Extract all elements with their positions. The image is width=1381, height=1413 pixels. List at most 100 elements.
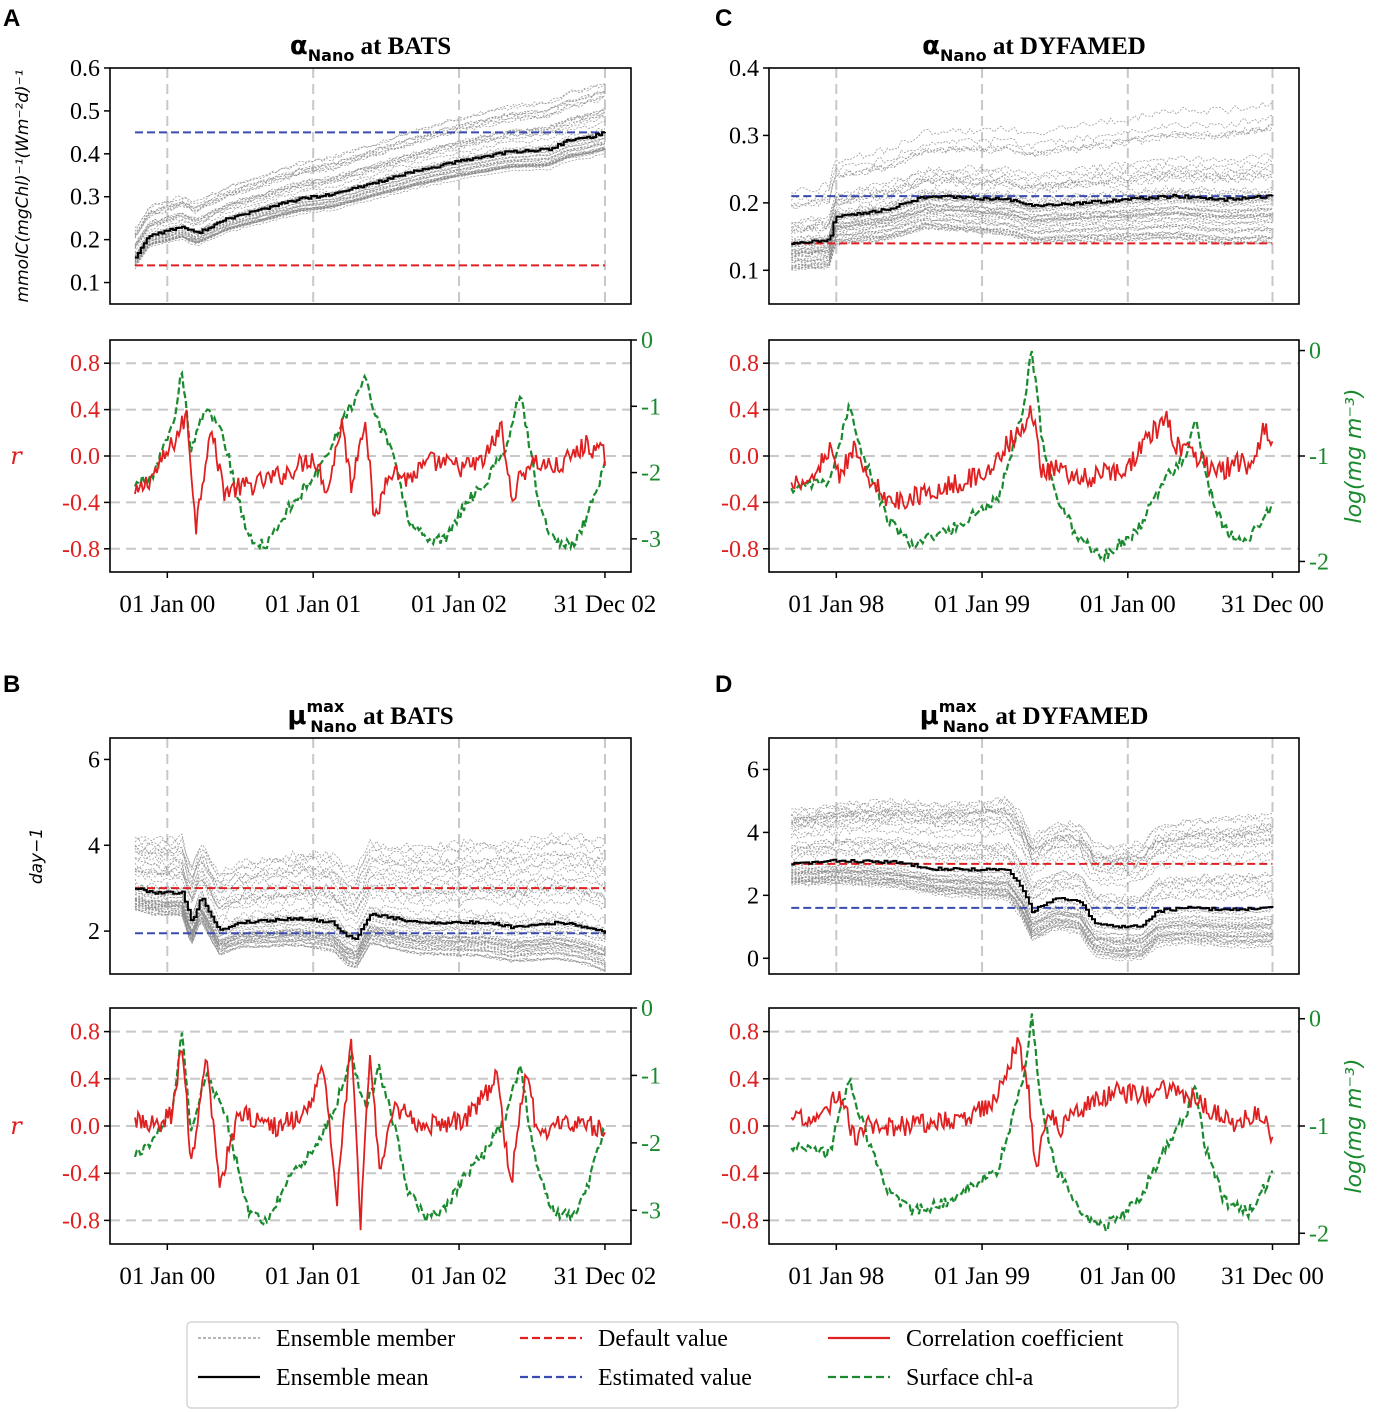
- ensemble-member-line: [791, 195, 1273, 247]
- ensemble-member-line: [791, 875, 1273, 953]
- ensemble-member-line: [134, 893, 606, 947]
- ensemble-member-line: [791, 879, 1273, 958]
- title-subscript: Nano: [310, 717, 357, 736]
- ensemble-member-line: [134, 147, 606, 265]
- y-tick-label: 0: [747, 946, 759, 972]
- ensemble-mean-line: [791, 194, 1274, 245]
- ensemble-member-line: [791, 870, 1273, 946]
- plot-area: [790, 738, 1274, 974]
- ensemble-member-line: [134, 845, 606, 886]
- y-tick-label: 0.6: [70, 56, 100, 82]
- ensemble-member-line: [134, 909, 606, 972]
- title-symbol: μ: [287, 701, 306, 731]
- panel-c-corr: -0.8 -0.4 0.0 0.4 0.8 -2 -1 0 01 Jan 98 01 Jan 99…: [721, 339, 1367, 618]
- y-tick-label: -0.4: [721, 490, 759, 516]
- x-tick-label: 01 Jan 98: [788, 1263, 884, 1290]
- ensemble-member-line: [791, 222, 1273, 268]
- ensemble-member-line: [134, 150, 606, 267]
- ensemble-member-line: [790, 826, 1273, 888]
- ensemble-member-line: [791, 812, 1273, 870]
- ensemble-member-line: [134, 148, 606, 266]
- panel-b: μmax Nano at BATS 2 4 6 day−1: [27, 697, 632, 975]
- title-symbol: α: [290, 31, 308, 61]
- ensemble-member-line: [791, 816, 1273, 875]
- y-tick-label: 6: [88, 747, 100, 773]
- y2-tick-label: -2: [641, 1131, 661, 1157]
- ensemble-member-line: [791, 860, 1273, 930]
- ensemble-mean-line: [135, 887, 606, 940]
- correlation-line: [134, 1038, 606, 1231]
- y-tick-label: -0.8: [62, 1208, 100, 1234]
- ensemble-member-line: [134, 106, 606, 246]
- ensemble-member-line: [134, 831, 606, 877]
- x-tick-label: 31 Dec 02: [554, 1263, 657, 1290]
- y-tick-label: 0.3: [729, 123, 759, 149]
- y-tick-label: -0.4: [62, 1161, 100, 1187]
- ensemble-member-line: [791, 804, 1273, 859]
- panel-b-corr: -0.8 -0.4 0.0 0.4 0.8 -3 -2 -1 0 01 Jan 00 01 Jan …: [10, 996, 661, 1290]
- legend-label: Ensemble mean: [276, 1365, 429, 1391]
- ensemble-member-line: [134, 149, 606, 266]
- ensemble-member-line: [790, 797, 1273, 853]
- ensemble-member-line: [134, 867, 606, 919]
- ensemble-member-line: [134, 89, 606, 235]
- y2-tick-label: 0: [1309, 339, 1321, 365]
- ensemble-member-line: [134, 90, 606, 235]
- panel-a-corr: -0.8 -0.4 0.0 0.4 0.8 -3 -2 -1 0 01 Jan 00 01 Jan …: [10, 328, 661, 618]
- ensemble-member-line: [791, 206, 1273, 255]
- ensemble-member-line: [134, 878, 606, 932]
- ensemble-member-line: [134, 143, 606, 264]
- ensemble-member-line: [791, 187, 1273, 243]
- ensemble-member-line: [134, 113, 606, 246]
- panel-title: μmax Nano at DYFAMED: [920, 697, 1149, 736]
- title-superscript: max: [306, 697, 344, 716]
- ensemble-member-line: [791, 152, 1273, 224]
- chl-axis-label: log(mg m⁻³): [1342, 389, 1367, 524]
- ensemble-member-line: [791, 874, 1273, 949]
- y2-tick-label: 0: [1309, 1007, 1321, 1033]
- ensemble-member-line: [134, 136, 606, 261]
- ensemble-member-line: [134, 902, 606, 962]
- ensemble-member-line: [135, 903, 606, 962]
- x-tick-label: 01 Jan 99: [934, 591, 1030, 618]
- panel-title: αNano at BATS: [290, 31, 451, 65]
- correlation-line: [134, 409, 606, 535]
- x-tick-label: 01 Jan 00: [1080, 591, 1176, 618]
- plot-area: [769, 1013, 1299, 1234]
- ensemble-member-line: [791, 871, 1273, 946]
- ensemble-member-line: [791, 218, 1273, 263]
- ensemble-member-line: [134, 146, 606, 265]
- legend: Ensemble member Ensemble mean Default valu…: [186, 1321, 1179, 1409]
- y-tick-label: 0.4: [70, 1067, 100, 1093]
- y-tick-label: -0.8: [721, 537, 759, 563]
- ensemble-member-line: [134, 861, 606, 907]
- title-site: at BATS: [354, 33, 451, 60]
- surface-chl-line: [790, 350, 1274, 563]
- ensemble-member-line: [134, 109, 606, 247]
- ensemble-member-line: [134, 908, 606, 971]
- ensemble-member-line: [134, 96, 606, 239]
- legend-label: Estimated value: [598, 1365, 752, 1391]
- plot-area: [110, 362, 631, 552]
- r-axis-label: r: [10, 442, 23, 470]
- ensemble-member-line: [791, 876, 1273, 953]
- title-subscript: Nano: [308, 46, 355, 65]
- ensemble-member-line: [134, 138, 606, 261]
- panel-title: αNano at DYFAMED: [922, 31, 1146, 65]
- y-tick-label: 0.4: [729, 56, 759, 82]
- ensemble-member-line: [791, 836, 1273, 902]
- panel-letter-b: B: [3, 671, 20, 698]
- ensemble-member-line: [791, 184, 1273, 243]
- y2-tick-label: 0: [641, 328, 653, 354]
- ensemble-member-line: [791, 158, 1273, 225]
- ensemble-member-line: [790, 822, 1273, 883]
- y-tick-label: 2: [88, 919, 100, 945]
- ensemble-member-line: [790, 813, 1273, 870]
- y2-tick-label: -3: [641, 527, 661, 553]
- panel-letter-a: A: [3, 5, 20, 32]
- axes-frame: [768, 339, 1300, 573]
- title-subscript: Nano: [943, 717, 990, 736]
- ensemble-member-line: [134, 841, 606, 883]
- ensemble-member-line: [134, 899, 606, 955]
- panel-letter-d: D: [715, 671, 732, 698]
